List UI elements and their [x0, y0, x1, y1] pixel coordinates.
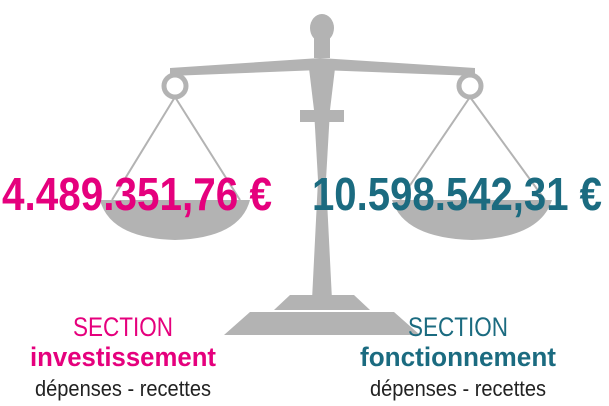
infographic: 4.489.351,76 € 10.598.542,31 € SECTION i…: [0, 0, 609, 406]
left-amount: 4.489.351,76 €: [2, 168, 272, 220]
left-name: investissement: [30, 342, 216, 372]
left-detail: dépenses - recettes: [35, 376, 211, 401]
right-amount: 10.598.542,31 €: [312, 168, 602, 220]
right-name: fonctionnement: [360, 342, 556, 372]
left-section: SECTION: [73, 312, 173, 342]
right-section: SECTION: [408, 312, 508, 342]
right-detail: dépenses - recettes: [370, 376, 546, 401]
